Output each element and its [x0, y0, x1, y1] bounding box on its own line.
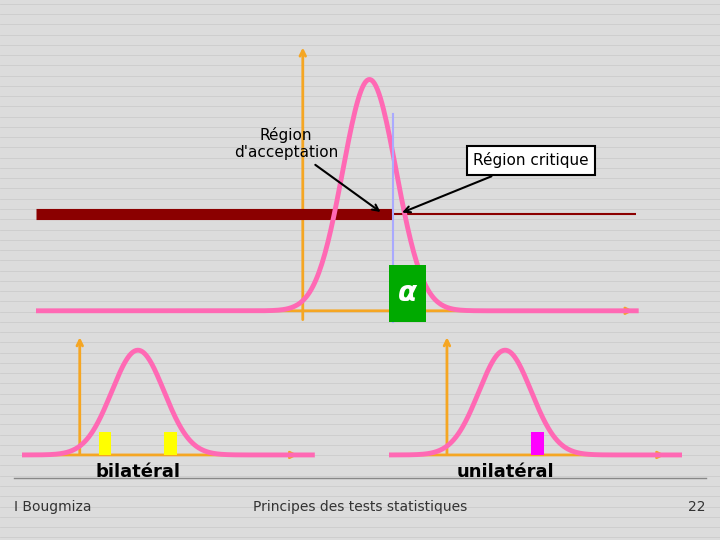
FancyBboxPatch shape [390, 265, 426, 322]
Text: α: α [398, 280, 418, 307]
Text: I Bougmiza: I Bougmiza [14, 500, 92, 514]
Text: Principes des tests statistiques: Principes des tests statistiques [253, 500, 467, 514]
FancyBboxPatch shape [99, 432, 112, 455]
FancyBboxPatch shape [163, 432, 176, 455]
Text: Région critique: Région critique [404, 152, 588, 212]
Text: 22: 22 [688, 500, 706, 514]
Text: unilatéral: unilatéral [456, 463, 554, 481]
Text: Région
d'acceptation: Région d'acceptation [234, 127, 379, 211]
Text: bilatéral: bilatéral [96, 463, 181, 481]
FancyBboxPatch shape [531, 432, 544, 455]
